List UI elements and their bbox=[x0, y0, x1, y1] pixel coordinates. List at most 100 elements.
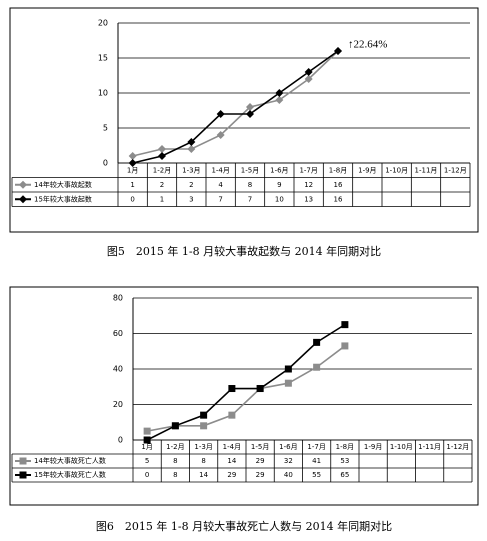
table-value: 65 bbox=[340, 471, 349, 479]
table-value: 8 bbox=[248, 181, 252, 189]
x-tick-label: 1-12月 bbox=[444, 166, 467, 174]
x-tick-label: 1-8月 bbox=[336, 443, 354, 451]
x-tick-label: 1-7月 bbox=[307, 443, 325, 451]
chart-frame bbox=[9, 7, 479, 233]
legend-marker bbox=[19, 471, 27, 479]
table-value: 2 bbox=[160, 181, 164, 189]
x-tick-label: 1-4月 bbox=[223, 443, 241, 451]
point bbox=[158, 152, 166, 160]
point bbox=[304, 68, 313, 76]
table-value: 8 bbox=[173, 457, 177, 465]
legend-label: 15年较大事故死亡人数 bbox=[34, 470, 106, 479]
table-value: 7 bbox=[248, 195, 252, 203]
table-value: 1 bbox=[160, 195, 164, 203]
table-value: 29 bbox=[256, 471, 265, 479]
point bbox=[171, 422, 179, 430]
x-tick-label: 1-10月 bbox=[385, 166, 408, 174]
y-tick-label: 15 bbox=[98, 54, 108, 63]
table-value: 32 bbox=[284, 457, 293, 465]
table-value: 14 bbox=[227, 457, 236, 465]
point bbox=[216, 131, 225, 139]
point bbox=[341, 342, 349, 350]
table-value: 10 bbox=[275, 195, 284, 203]
point bbox=[313, 363, 321, 371]
table-value: 0 bbox=[130, 195, 134, 203]
legend-label: 15年较大事故起数 bbox=[34, 194, 92, 203]
table-value: 3 bbox=[189, 195, 193, 203]
point bbox=[228, 385, 236, 393]
point bbox=[187, 145, 196, 153]
y-tick-label: 0 bbox=[103, 159, 108, 168]
series-line bbox=[146, 345, 346, 432]
y-tick-label: 60 bbox=[113, 329, 123, 338]
table-value: 55 bbox=[312, 471, 321, 479]
chart-frame bbox=[9, 286, 479, 506]
point bbox=[275, 89, 284, 97]
point bbox=[275, 96, 284, 104]
point bbox=[200, 411, 208, 419]
point bbox=[187, 138, 196, 146]
y-tick-label: 80 bbox=[113, 294, 123, 303]
table-value: 40 bbox=[284, 471, 293, 479]
caption: 图5 2015 年 1-8 月较大事故起数与 2014 年同期对比 bbox=[107, 244, 381, 258]
x-tick-label: 1-3月 bbox=[194, 443, 212, 451]
table-value: 53 bbox=[340, 457, 349, 465]
y-tick-label: 5 bbox=[103, 124, 108, 133]
point bbox=[284, 365, 292, 373]
x-tick-label: 1-6月 bbox=[279, 443, 297, 451]
x-tick-label: 1-3月 bbox=[182, 166, 200, 174]
x-tick-label: 1月 bbox=[127, 166, 138, 174]
series-line bbox=[132, 50, 339, 157]
table-value: 41 bbox=[312, 457, 321, 465]
x-tick-label: 1-9月 bbox=[364, 443, 382, 451]
table-value: 8 bbox=[173, 471, 177, 479]
x-tick-label: 1-12月 bbox=[446, 443, 469, 451]
point bbox=[143, 436, 151, 444]
legend-marker bbox=[19, 195, 27, 204]
table-value: 29 bbox=[227, 471, 236, 479]
table-value: 12 bbox=[304, 181, 313, 189]
y-tick-label: 10 bbox=[98, 89, 108, 98]
table-value: 8 bbox=[201, 457, 205, 465]
point bbox=[216, 110, 225, 118]
table-value: 1 bbox=[130, 181, 134, 189]
x-tick-label: 1-2月 bbox=[166, 443, 184, 451]
legend-marker bbox=[19, 457, 27, 465]
point bbox=[246, 103, 254, 111]
point bbox=[334, 47, 342, 55]
table-value: 5 bbox=[145, 457, 149, 465]
x-tick-label: 1月 bbox=[141, 443, 152, 451]
point bbox=[128, 159, 137, 167]
table-value: 2 bbox=[189, 181, 193, 189]
x-tick-label: 1-7月 bbox=[299, 166, 317, 174]
table-value: 16 bbox=[334, 181, 343, 189]
y-tick-label: 20 bbox=[98, 19, 108, 28]
legend-marker bbox=[19, 180, 27, 189]
x-tick-label: 1-11月 bbox=[418, 443, 441, 451]
x-tick-label: 1-10月 bbox=[390, 443, 413, 451]
x-tick-label: 1-8月 bbox=[329, 166, 347, 174]
point bbox=[284, 379, 292, 387]
y-tick-label: 40 bbox=[113, 365, 123, 374]
table-value: 16 bbox=[334, 195, 343, 203]
y-tick-label: 0 bbox=[118, 436, 123, 445]
legend-label: 14年较大事故起数 bbox=[34, 180, 92, 189]
point bbox=[228, 411, 236, 419]
table-value: 9 bbox=[277, 181, 281, 189]
x-tick-label: 1-4月 bbox=[211, 166, 229, 174]
point bbox=[313, 338, 321, 346]
annotation: ↑22.64% bbox=[348, 39, 387, 51]
point bbox=[304, 75, 313, 83]
table-value: 14 bbox=[199, 471, 208, 479]
caption: 图6 2015 年 1-8 月较大事故死亡人数与 2014 年同期对比 bbox=[96, 519, 392, 533]
series-line bbox=[146, 323, 346, 441]
series-line bbox=[132, 50, 339, 164]
table-value: 4 bbox=[218, 181, 223, 189]
x-tick-label: 1-9月 bbox=[358, 166, 376, 174]
x-tick-label: 1-5月 bbox=[241, 166, 259, 174]
table-value: 7 bbox=[218, 195, 222, 203]
x-tick-label: 1-2月 bbox=[153, 166, 171, 174]
point bbox=[200, 422, 208, 430]
x-tick-label: 1-11月 bbox=[415, 166, 438, 174]
